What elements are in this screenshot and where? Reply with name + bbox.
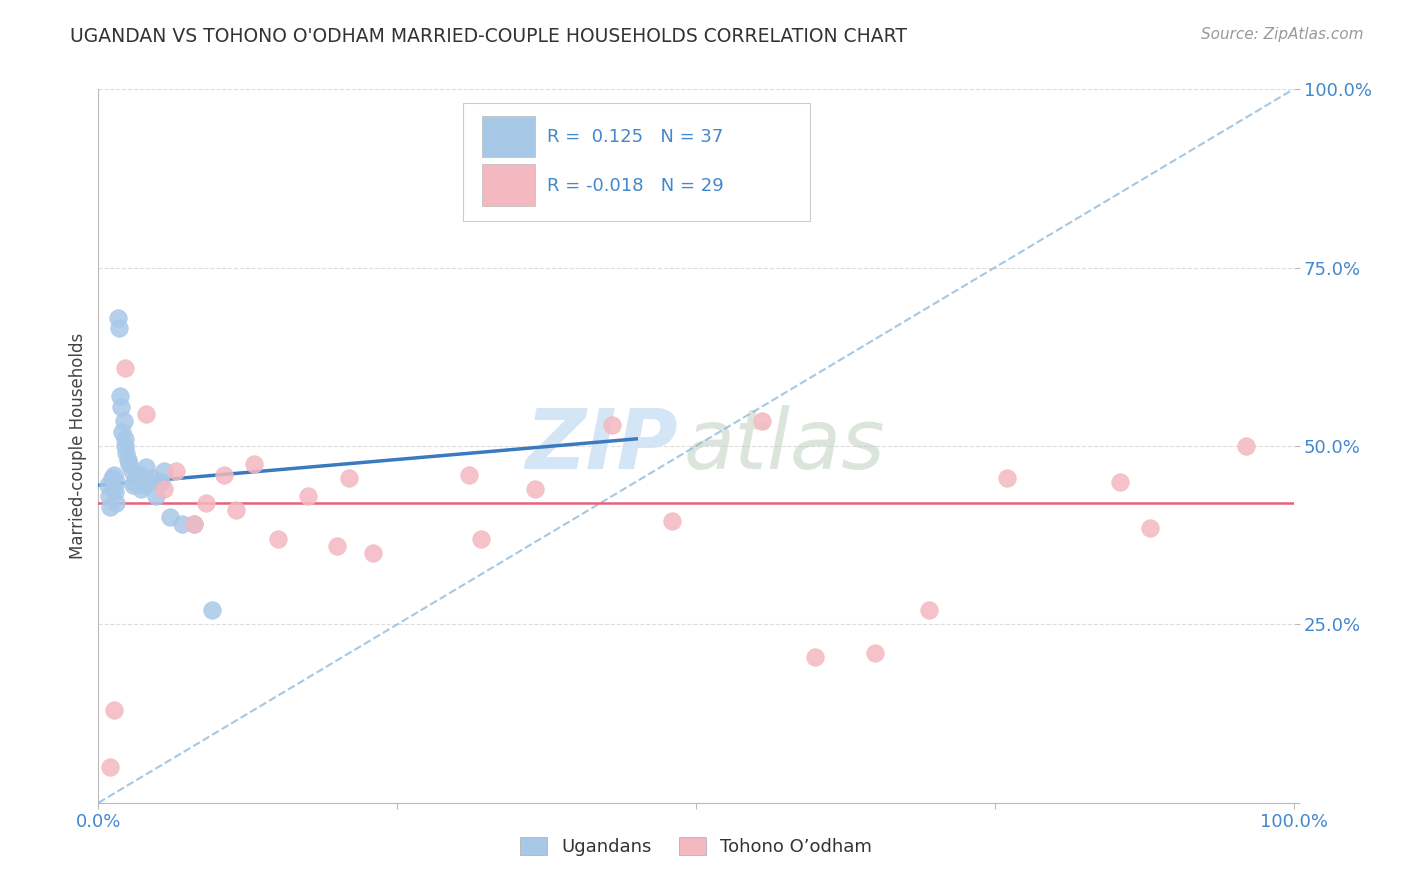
Point [804, 649, 827, 664]
Point [117, 453, 139, 467]
Point [339, 471, 361, 485]
Point [124, 475, 146, 489]
Point [363, 546, 385, 560]
Point [470, 532, 492, 546]
Point [115, 446, 138, 460]
FancyBboxPatch shape [482, 164, 534, 205]
Point [97, 478, 120, 492]
Text: ZIP: ZIP [526, 406, 678, 486]
Point [201, 603, 224, 617]
Point [111, 425, 134, 439]
Point [661, 514, 683, 528]
Point [131, 482, 153, 496]
Point [125, 471, 148, 485]
Point [101, 482, 124, 496]
Point [165, 464, 187, 478]
Point [107, 321, 129, 335]
Point [1234, 439, 1257, 453]
Point [172, 517, 194, 532]
Text: R = -0.018   N = 29: R = -0.018 N = 29 [547, 178, 723, 195]
Point [297, 489, 319, 503]
Point [135, 460, 157, 475]
Point [121, 464, 143, 478]
Point [135, 407, 157, 421]
Point [100, 471, 122, 485]
Point [225, 503, 247, 517]
Y-axis label: Married-couple Households: Married-couple Households [69, 333, 87, 559]
Point [195, 496, 218, 510]
Point [132, 478, 155, 492]
Point [141, 471, 163, 485]
Point [267, 532, 290, 546]
Point [212, 467, 235, 482]
Point [243, 457, 266, 471]
Point [105, 496, 128, 510]
Point [114, 439, 136, 453]
Point [159, 510, 181, 524]
Point [153, 464, 176, 478]
Point [105, 475, 128, 489]
FancyBboxPatch shape [482, 116, 534, 157]
Point [153, 482, 176, 496]
Text: UGANDAN VS TOHONO O'ODHAM MARRIED-COUPLE HOUSEHOLDS CORRELATION CHART: UGANDAN VS TOHONO O'ODHAM MARRIED-COUPLE… [70, 27, 907, 45]
Point [602, 417, 624, 432]
Point [326, 539, 349, 553]
Point [103, 467, 125, 482]
Point [865, 646, 887, 660]
Point [1109, 475, 1132, 489]
Point [523, 482, 546, 496]
Point [118, 457, 141, 471]
Point [98, 760, 122, 774]
Point [138, 475, 160, 489]
FancyBboxPatch shape [463, 103, 810, 221]
Point [107, 310, 129, 325]
Point [183, 517, 205, 532]
Point [145, 489, 167, 503]
Point [114, 360, 136, 375]
Point [751, 414, 773, 428]
Text: atlas: atlas [685, 406, 886, 486]
Point [98, 500, 122, 514]
Point [1139, 521, 1161, 535]
Point [110, 400, 132, 414]
Text: R =  0.125   N = 37: R = 0.125 N = 37 [547, 128, 723, 146]
Point [98, 489, 121, 503]
Point [129, 467, 152, 482]
Point [995, 471, 1018, 485]
Point [458, 467, 481, 482]
Point [918, 603, 941, 617]
Point [108, 389, 131, 403]
Point [112, 414, 135, 428]
Point [122, 478, 145, 492]
Point [103, 703, 125, 717]
Text: Source: ZipAtlas.com: Source: ZipAtlas.com [1201, 27, 1364, 42]
Point [149, 475, 172, 489]
Point [183, 517, 205, 532]
Point [104, 485, 127, 500]
Legend: Ugandans, Tohono O’odham: Ugandans, Tohono O’odham [510, 828, 882, 865]
Point [114, 432, 136, 446]
